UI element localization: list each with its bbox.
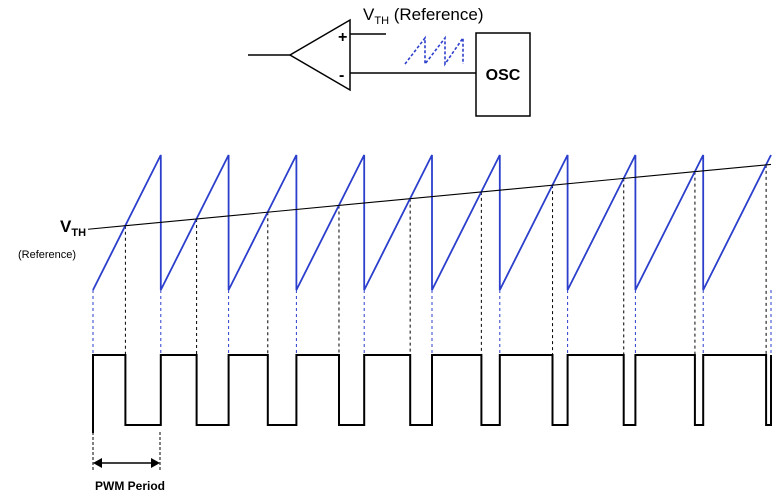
plus-terminal-label: + [338,29,347,46]
period-arrow-right [151,458,160,468]
reference-line [87,163,772,230]
timing-diagram [87,154,772,433]
schematic-vth-label: VTH (Reference) [363,5,484,27]
oscillator-label: OSC [486,67,521,84]
sawtooth-icon [404,35,464,67]
pwm-period-marker: PWM Period [92,432,165,493]
comparator-schematic: + - VTH (Reference) OSC [248,5,531,117]
minus-terminal-label: - [339,67,344,84]
timing-vth-label: VTH [60,217,86,239]
sawtooth-waveform [92,154,772,291]
pwm-period-label: PWM Period [95,479,165,493]
period-arrow-left [93,458,102,468]
oscillator-box [475,32,531,117]
comparator-triangle [288,18,351,92]
pwm-output-waveform [92,354,772,433]
timing-reference-label: (Reference) [18,249,76,261]
